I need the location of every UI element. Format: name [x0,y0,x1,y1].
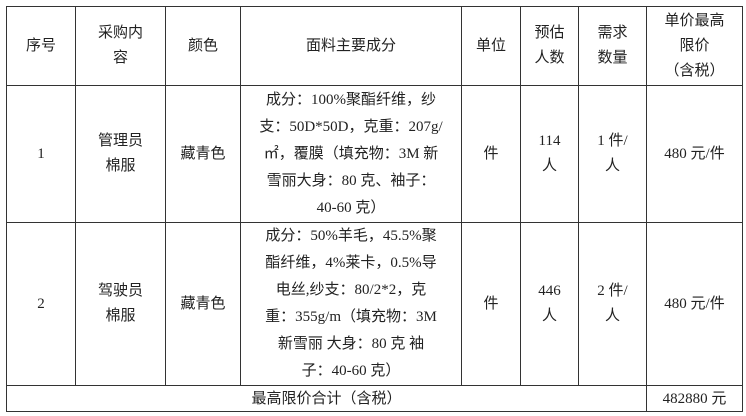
text-line: 管理员 [97,133,143,149]
row-unit: 件 [461,222,521,386]
header-index: 序号 [6,6,76,86]
row-people: 114 人 [520,85,579,223]
row-color: 藏青色 [165,85,241,223]
header-price: 单价最高限价 （含税） [646,6,743,86]
total-label: 最高限价合计（含税） [6,385,647,412]
text-line: 支：50D*50D，克重：207g/ [259,118,443,135]
text-line: 114 [538,133,561,149]
row-price: 480 元/件 [646,222,743,386]
header-row: 序号 采购内容 颜色 面料主要成分 单位 预估人数 需求数量 单价最高限价 （含税… [6,6,743,86]
text-line: 人 [541,158,557,174]
header-line: 限价 [679,37,710,54]
text-line: 子：40-60 克） [301,363,401,379]
row-index: 1 [6,85,76,223]
text-line: 1 件/ [597,133,628,149]
row-index: 2 [6,222,76,386]
procurement-table: 序号 采购内容 颜色 面料主要成分 单位 预估人数 需求数量 单价最高限价 （含税… [6,6,743,412]
header-unit: 单位 [461,6,521,86]
row-people: 446 人 [520,222,579,386]
row-price: 480 元/件 [646,85,743,223]
header-material: 面料主要成分 [240,6,462,86]
text-line: 人 [604,158,620,174]
row-material: 成分：50%羊毛，45.5%聚 酯纤维，4%莱卡，0.5%导 电丝,纱支：80/… [240,222,462,386]
text-line: 446 [538,283,561,299]
header-line: 采购内 [97,25,143,41]
row-material: 成分：100%聚酯纤维，纱 支：50D*50D，克重：207g/ ㎡，覆膜（填充… [240,85,462,223]
text-line: 雪丽大身：80 克、袖子： [266,172,436,189]
text-line: ㎡，覆膜（填充物：3M 新 [263,145,439,162]
row-item: 管理员 棉服 [75,85,166,223]
header-people: 预估 人数 [520,6,579,86]
header-line: （含税） [664,62,725,79]
header-line: 单价最高 [664,12,725,29]
text-line: 40-60 克） [316,199,386,216]
header-line: 人数 [534,50,565,66]
text-line: 成分：50%羊毛，45.5%聚 [265,228,437,244]
header-item: 采购内容 [75,6,166,86]
text-line: 新雪丽 大身：80 克 袖 [277,336,425,352]
row-color: 藏青色 [165,222,241,386]
text-line: 2 件/ [597,283,628,299]
header-quantity: 需求 数量 [578,6,647,86]
header-line: 需求 [597,25,628,41]
text-line: 酯纤维，4%莱卡，0.5%导 [265,255,437,271]
text-line: 驾驶员 [97,283,143,299]
total-row: 最高限价合计（含税） 482880 元 [6,385,743,412]
text-line: 棉服 [105,158,136,174]
text-line: 成分：100%聚酯纤维，纱 [266,91,436,108]
total-value: 482880 元 [646,385,743,412]
row-quantity: 2 件/人 [578,222,647,386]
row-item: 驾驶员 棉服 [75,222,166,386]
header-line: 预估 [534,25,565,41]
row-unit: 件 [461,85,521,223]
table-row: 2 驾驶员棉服 藏青色 成分：50%羊毛，45.5%聚 酯纤维，4%莱卡，0.5… [6,222,743,386]
row-quantity: 1 件/人 [578,85,647,223]
text-line: 人 [541,308,557,324]
table-row: 1 管理员棉服 藏青色 成分：100%聚酯纤维，纱 支：50D*50D，克重：2… [6,85,743,223]
text-line: 棉服 [105,308,136,324]
text-line: 重：355g/m（填充物：3M [265,309,437,325]
header-color: 颜色 [165,6,241,86]
text-line: 电丝,纱支：80/2*2，克 [275,282,427,298]
text-line: 人 [604,308,620,324]
header-line: 容 [112,50,128,66]
header-line: 数量 [597,50,628,66]
